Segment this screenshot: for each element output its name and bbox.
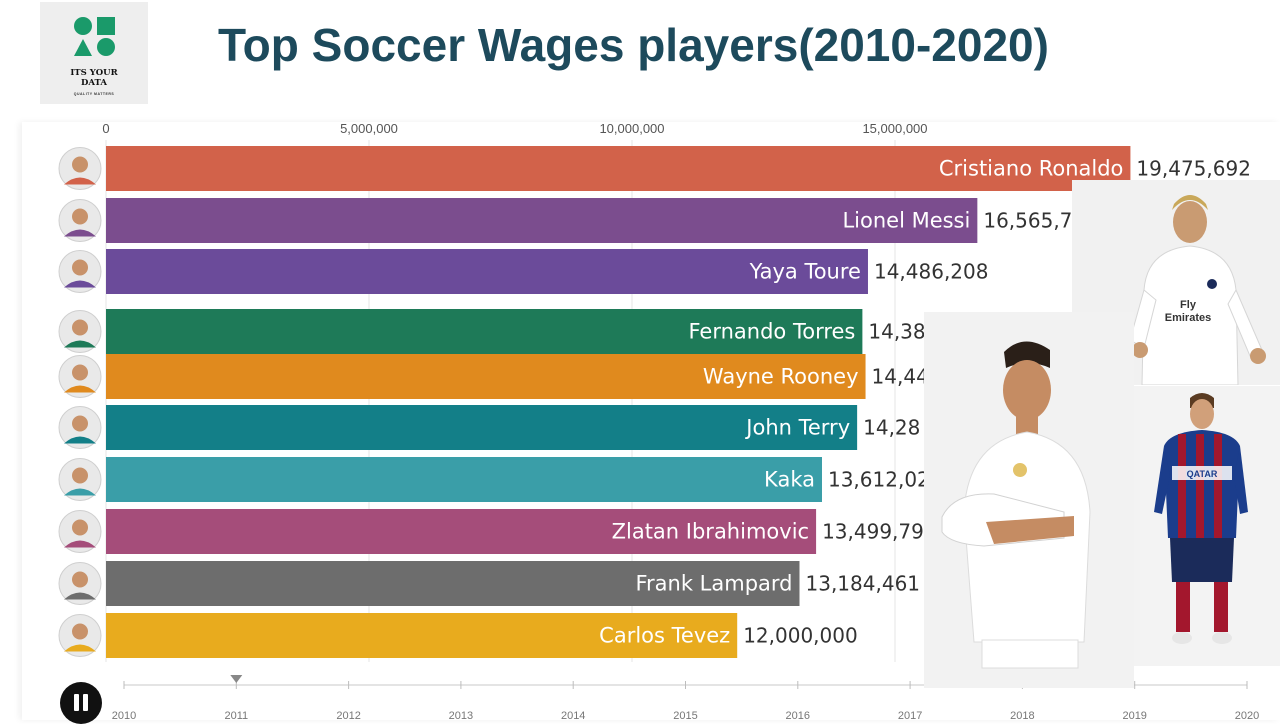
bar-label: Cristiano Ronaldo [939, 157, 1124, 181]
x-tick-label: 0 [102, 122, 109, 136]
bar-label: Fernando Torres [689, 320, 856, 344]
value-label: 14,38 [868, 320, 925, 344]
value-label: 14,486,208 [874, 260, 989, 284]
logo-text: ITS YOUR DATA [70, 68, 118, 88]
x-tick-label: 5,000,000 [340, 122, 398, 136]
bar-row: Wayne Rooney 14,44 [58, 354, 929, 399]
bar-row: Yaya Toure 14,486,208 [58, 249, 989, 294]
value-label: 14,44 [872, 365, 929, 389]
bar [106, 405, 858, 450]
messi-photo: QATAR [1134, 386, 1280, 666]
brand-logo: ITS YOUR DATA QUALITY MATTERS [40, 2, 148, 104]
pause-icon [74, 694, 79, 711]
bar-label: Zlatan Ibrahimovic [612, 520, 809, 544]
value-label: 13,184,461 [806, 572, 921, 596]
svg-text:Fly: Fly [1180, 299, 1197, 311]
bar-label: Frank Lampard [635, 572, 792, 596]
bar-row: Lionel Messi 16,565,7 [58, 198, 1072, 243]
bar-chart-race: 0 5,000,000 10,000,000 15,000,000 Cristiano … [58, 122, 1259, 720]
bar [106, 457, 822, 502]
x-tick-label: 10,000,000 [599, 122, 664, 136]
bar-label: Lionel Messi [842, 209, 970, 233]
timeline-label[interactable]: 2012 [336, 710, 360, 720]
bar [106, 354, 866, 399]
value-label: 16,565,7 [983, 209, 1072, 233]
bar-row: Zlatan Ibrahimovic 13,499,79 [58, 509, 924, 554]
shapes-logo-icon [74, 17, 115, 56]
timeline-label[interactable]: 2013 [449, 710, 473, 720]
bar-row: Fernando Torres 14,38 [58, 309, 926, 354]
bar [106, 509, 817, 554]
bar [106, 561, 800, 606]
svg-text:QATAR: QATAR [1187, 469, 1218, 479]
page-title: Top Soccer Wages players(2010-2020) [218, 19, 1049, 71]
value-label: 13,612,02 [828, 468, 930, 492]
ronaldo-photo [924, 312, 1134, 688]
timeline-marker-icon[interactable] [230, 675, 243, 683]
value-label: 13,499,79 [822, 520, 924, 544]
timeline-label[interactable]: 2010 [112, 710, 136, 720]
bar-row: Kaka 13,612,02 [58, 457, 930, 502]
pause-button[interactable] [60, 682, 102, 724]
bar-row: Cristiano Ronaldo 19,475,692 [58, 146, 1251, 191]
timeline-label[interactable]: 2016 [786, 710, 810, 720]
timeline-label[interactable]: 2020 [1235, 710, 1259, 720]
timeline-label[interactable]: 2015 [673, 710, 697, 720]
bar-label: Wayne Rooney [703, 365, 859, 389]
bar-label: John Terry [744, 416, 850, 440]
bar-label: Yaya Toure [749, 260, 861, 284]
logo-tagline: QUALITY MATTERS [73, 92, 115, 96]
bar-row: Frank Lampard 13,184,461 [58, 561, 921, 606]
timeline-label[interactable]: 2017 [898, 710, 922, 720]
header: ITS YOUR DATA QUALITY MATTERS Top Soccer… [0, 0, 1280, 122]
bar-label: Kaka [764, 468, 815, 492]
player-figure-icon: QATAR [1134, 386, 1280, 666]
value-label: 12,000,000 [743, 624, 858, 648]
timeline-label[interactable]: 2018 [1010, 710, 1034, 720]
bar [106, 198, 978, 243]
player-figure-icon [924, 312, 1134, 688]
value-label: 19,475,692 [1136, 157, 1251, 181]
bar-row: Carlos Tevez 12,000,000 [58, 613, 858, 658]
timeline-label[interactable]: 2019 [1122, 710, 1146, 720]
bar [106, 146, 1131, 191]
bar-label: Carlos Tevez [599, 624, 730, 648]
svg-text:Emirates: Emirates [1165, 312, 1211, 324]
bar-row: John Terry 14,28 [58, 405, 920, 450]
bar [106, 249, 868, 294]
bar [106, 613, 738, 658]
timeline-label[interactable]: 2011 [224, 710, 248, 720]
value-label: 14,28 [863, 416, 920, 440]
bar [106, 309, 863, 354]
x-tick-label: 15,000,000 [862, 122, 927, 136]
timeline-label[interactable]: 2014 [561, 710, 585, 720]
